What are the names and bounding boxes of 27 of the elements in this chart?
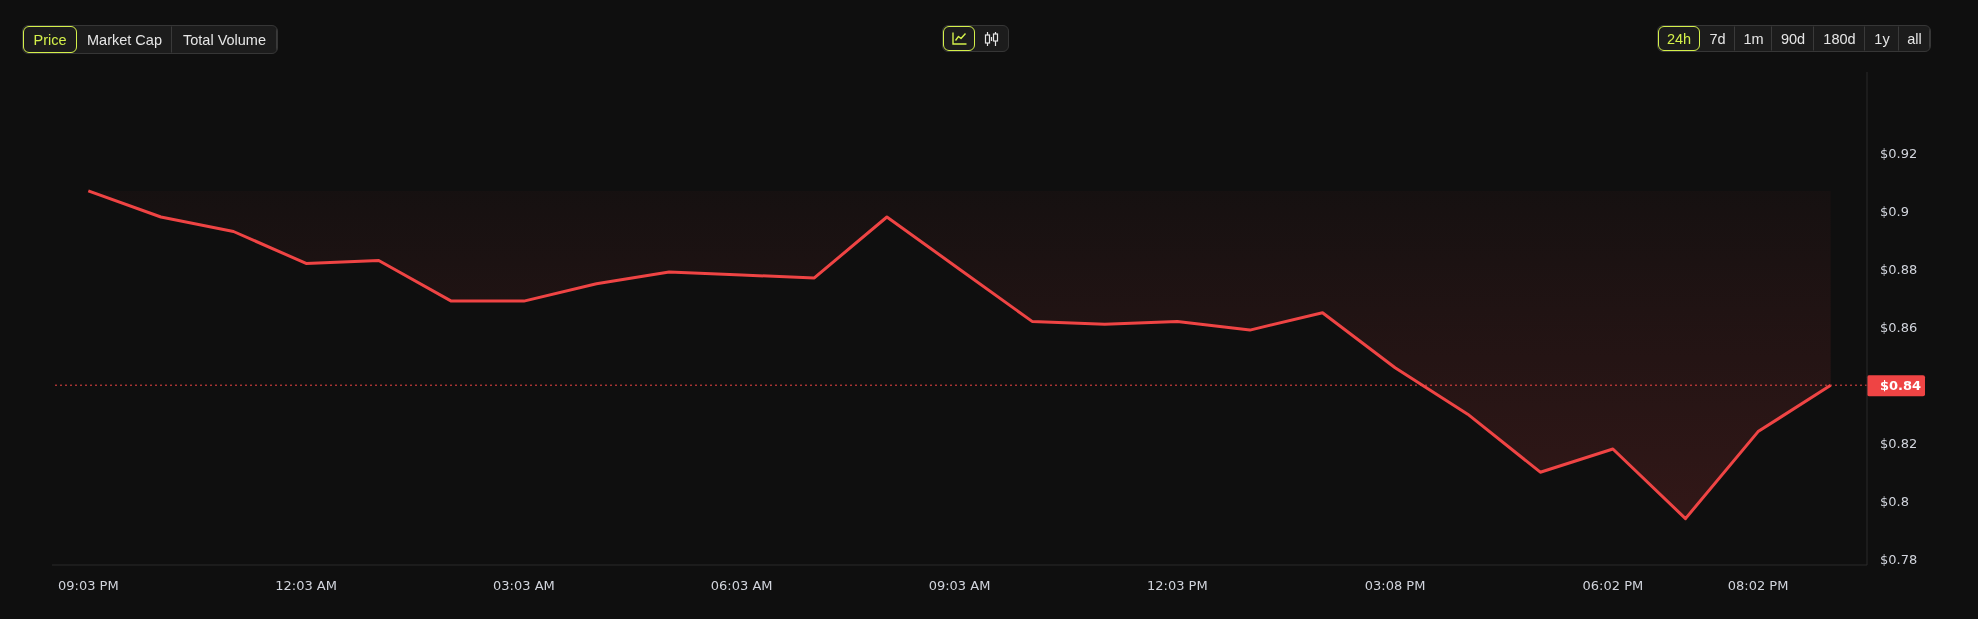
ref-line-label: $0.84 bbox=[1880, 378, 1922, 394]
x-tick-label: 08:02 PM bbox=[1727, 578, 1789, 594]
x-tick-label: 09:03 AM bbox=[928, 578, 991, 594]
x-tick-label: 09:03 PM bbox=[57, 578, 119, 594]
y-tick-label: $0.82 bbox=[1880, 435, 1918, 451]
text: 1y bbox=[1865, 26, 1899, 51]
text: 1m bbox=[1735, 26, 1772, 51]
text: 7d bbox=[1700, 26, 1735, 51]
x-tick-label: 12:03 AM bbox=[275, 578, 337, 594]
text: Price bbox=[23, 26, 77, 53]
y-tick-label: $0.78 bbox=[1880, 551, 1918, 567]
text: Total Volume bbox=[172, 26, 277, 53]
y-tick-label: $0.86 bbox=[1880, 319, 1918, 335]
text: Market Cap bbox=[77, 26, 172, 53]
y-tick-label: $0.88 bbox=[1880, 261, 1918, 277]
text: 90d bbox=[1772, 26, 1814, 51]
x-tick-label: 06:03 AM bbox=[710, 578, 773, 594]
x-tick-label: 03:03 AM bbox=[493, 578, 555, 594]
y-tick-label: $0.9 bbox=[1880, 203, 1909, 219]
y-tick-label: $0.8 bbox=[1880, 493, 1909, 509]
text: 180d bbox=[1814, 26, 1865, 51]
y-tick-label: $0.92 bbox=[1880, 145, 1918, 161]
x-tick-label: 06:02 PM bbox=[1582, 578, 1644, 594]
x-tick-label: 12:03 PM bbox=[1146, 578, 1208, 594]
text: 24h bbox=[1658, 26, 1700, 51]
text: all bbox=[1899, 26, 1930, 51]
x-tick-label: 03:08 PM bbox=[1364, 578, 1426, 594]
